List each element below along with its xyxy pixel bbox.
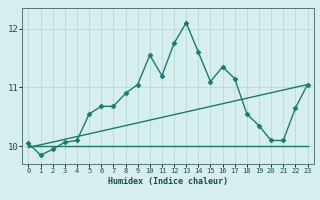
X-axis label: Humidex (Indice chaleur): Humidex (Indice chaleur) [108, 177, 228, 186]
